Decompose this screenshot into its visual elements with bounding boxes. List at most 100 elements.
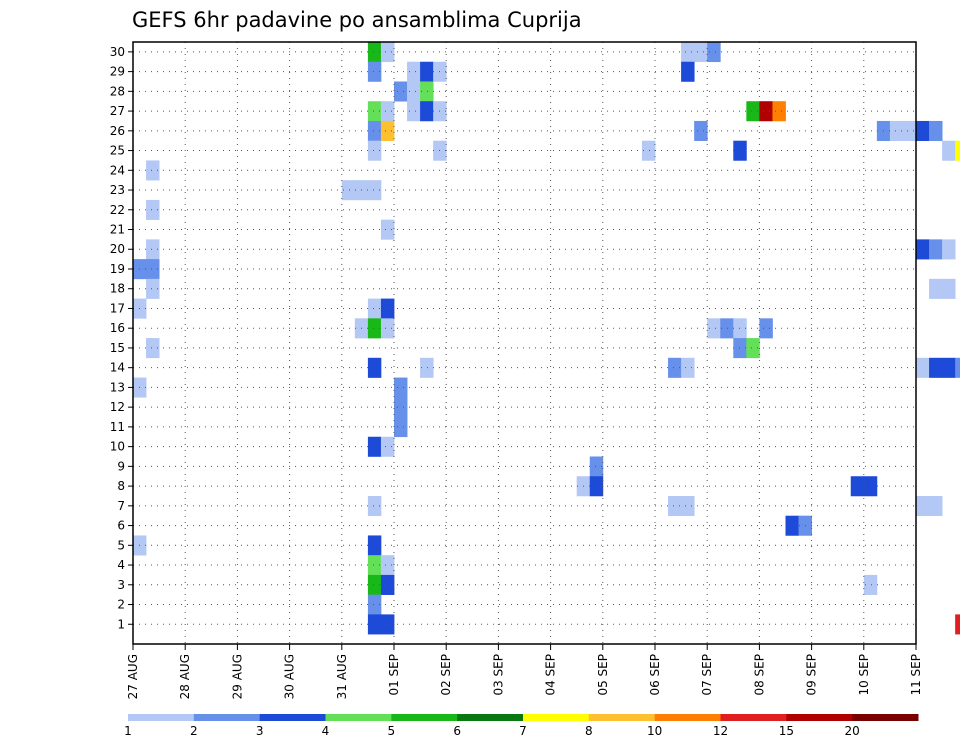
heatmap-cell <box>367 436 382 457</box>
heatmap-cell <box>367 594 382 615</box>
x-tick-label: 05 SEP <box>596 654 610 696</box>
colorbar-label: 10 <box>647 724 662 738</box>
heatmap-cell <box>367 298 382 319</box>
heatmap-cell <box>380 614 395 635</box>
y-tick-label: 18 <box>110 282 125 296</box>
x-tick-label: 08 SEP <box>752 654 766 696</box>
colorbar-label: 1 <box>124 724 132 738</box>
y-tick-label: 19 <box>110 262 125 276</box>
y-tick-label: 14 <box>110 361 125 375</box>
colorbar-swatch <box>457 714 524 721</box>
y-tick-label: 4 <box>117 558 125 572</box>
colorbar-swatch <box>720 714 787 721</box>
heatmap-cell <box>863 574 878 595</box>
colorbar-label: 12 <box>713 724 728 738</box>
heatmap-cell <box>380 101 395 122</box>
heatmap-cell <box>367 42 382 63</box>
x-tick-label: 01 SEP <box>387 654 401 696</box>
heatmap-cell <box>146 160 160 181</box>
heatmap-cell <box>772 101 786 122</box>
colorbar-swatch <box>391 714 458 721</box>
y-tick-label: 7 <box>117 499 125 513</box>
heatmap-cell <box>380 298 395 319</box>
heatmap-cell <box>146 259 160 280</box>
colorbar-label: 5 <box>388 724 396 738</box>
colorbar-swatch <box>523 714 590 721</box>
colorbar-swatch <box>259 714 326 721</box>
data-cells <box>133 42 960 635</box>
colorbar-label: 6 <box>453 724 461 738</box>
heatmap-cell <box>916 495 930 517</box>
y-tick-label: 5 <box>117 538 125 552</box>
y-tick-label: 11 <box>110 420 125 434</box>
plot-frame <box>132 41 917 645</box>
colorbar-swatch <box>786 714 853 721</box>
y-tick-label: 26 <box>110 124 125 138</box>
y-tick-label: 17 <box>110 301 125 315</box>
y-tick-label: 16 <box>110 321 125 335</box>
heatmap-cell <box>380 120 395 141</box>
heatmap-cell <box>146 278 160 299</box>
heatmap-cell <box>420 357 434 378</box>
heatmap-cell <box>394 377 408 398</box>
heatmap-cell <box>668 495 682 517</box>
y-tick-label: 28 <box>110 84 125 98</box>
y-axis: 1234567891011121314151617181920212223242… <box>110 45 133 631</box>
heatmap-cell <box>746 101 760 122</box>
heatmap-cell <box>681 42 695 63</box>
heatmap-cell <box>916 357 930 378</box>
heatmap-cell <box>420 81 434 102</box>
colorbar-label: 20 <box>845 724 860 738</box>
heatmap-cell <box>420 61 434 82</box>
heatmap-cell <box>367 574 382 595</box>
colorbar-swatch <box>654 714 721 721</box>
colorbar-swatch <box>193 714 261 721</box>
y-tick-label: 8 <box>117 479 125 493</box>
heatmap-cell <box>394 81 408 102</box>
heatmap-cell <box>733 318 747 339</box>
y-tick-label: 9 <box>117 459 125 473</box>
heatmap-cell <box>681 495 695 517</box>
heatmap-cell <box>707 318 721 339</box>
heatmap-cell <box>367 614 382 635</box>
x-tick-label: 02 SEP <box>439 654 453 696</box>
y-tick-label: 24 <box>110 163 125 177</box>
y-tick-label: 29 <box>110 65 125 79</box>
heatmap-cell <box>146 338 160 359</box>
heatmap-cell <box>407 81 421 102</box>
colorbar-swatch <box>325 714 392 721</box>
x-tick-label: 06 SEP <box>648 654 662 696</box>
chart-title: GEFS 6hr padavine po ansamblima Cuprija <box>132 8 582 32</box>
colorbar-label: 15 <box>779 724 794 738</box>
heatmap-cell <box>942 357 956 378</box>
heatmap-cell <box>889 120 904 141</box>
heatmap-cell <box>733 338 747 359</box>
y-tick-label: 22 <box>110 203 125 217</box>
heatmap-cell <box>746 338 760 359</box>
heatmap-cell <box>681 61 695 82</box>
heatmap-cell <box>759 101 773 122</box>
heatmap-cell <box>929 239 943 260</box>
heatmap-cell <box>694 42 708 63</box>
colorbar: 1 2 3 4 5 6 7 8 10 12 15 20 <box>124 714 919 738</box>
x-tick-label: 09 SEP <box>805 654 819 696</box>
heatmap-cell <box>785 515 799 536</box>
x-tick-label: 27 AUG <box>126 654 140 699</box>
x-tick-label: 31 AUG <box>335 654 349 699</box>
heatmap-cell <box>407 101 421 122</box>
x-tick-label: 30 AUG <box>283 654 297 699</box>
heatmap-cell <box>589 476 604 497</box>
heatmap-cell <box>916 120 930 141</box>
x-tick-label: 29 AUG <box>230 654 244 699</box>
heatmap-cell <box>707 42 721 63</box>
heatmap-cell <box>367 495 382 517</box>
heatmap-cell <box>929 495 943 517</box>
heatmap-cell <box>380 436 395 457</box>
heatmap-cell <box>850 476 865 497</box>
heatmap-cell <box>146 199 160 220</box>
heatmap-cell <box>146 239 160 260</box>
heatmap-cell <box>759 318 773 339</box>
heatmap-cell <box>641 140 656 161</box>
heatmap-cell <box>589 456 604 477</box>
